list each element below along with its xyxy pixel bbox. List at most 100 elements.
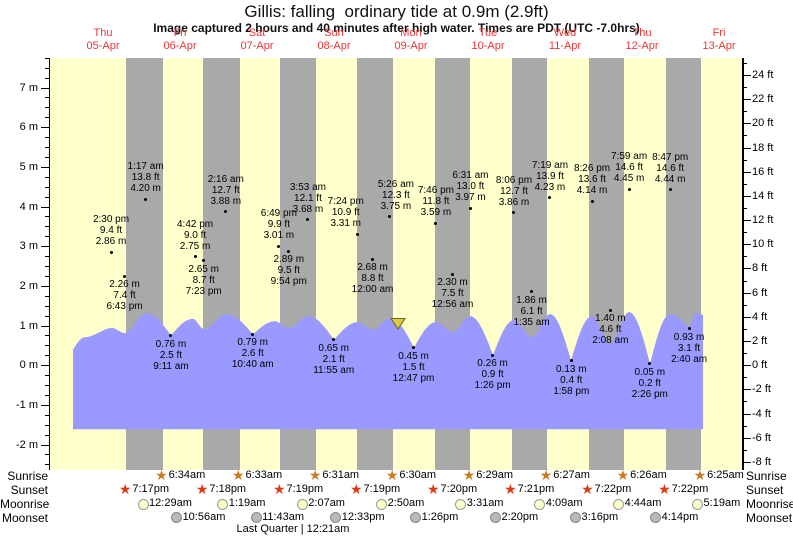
astro-time: 6:33am — [245, 469, 283, 481]
astro-time: 4:14pm — [661, 510, 699, 523]
y-axis-left-label: -1 m — [16, 398, 38, 411]
y-axis-left-label: 3 m — [19, 240, 38, 253]
astro-row-label-left: Sunrise — [7, 469, 48, 483]
y-axis-left-major-tick — [41, 444, 50, 446]
moonrise-circle — [613, 498, 625, 510]
y-axis-right-minor-tick — [743, 425, 747, 427]
astro-time: 2:50am — [387, 497, 425, 509]
astro-time: 6:34am — [168, 469, 206, 481]
y-axis-right-minor-tick — [743, 87, 747, 89]
sunrise-star: ★ — [385, 467, 399, 483]
y-axis-left-minor-tick — [45, 216, 50, 218]
tide-extreme-label: 1.40 m 4.6 ft 2:08 am — [592, 313, 629, 347]
y-axis-left-minor-tick — [45, 305, 50, 307]
sunrise-star: ★ — [539, 467, 553, 483]
tide-extreme-dot — [569, 359, 573, 363]
y-axis-left-minor-tick — [45, 186, 50, 188]
day-label: Mon 09-Apr — [394, 27, 428, 52]
moon-phase-note: Last Quarter | 12:21am — [236, 523, 350, 535]
sunset-star: ★ — [504, 481, 517, 497]
y-axis-right-major-tick — [743, 99, 751, 101]
day-label: Sun 08-Apr — [317, 27, 351, 52]
y-axis-left-major-tick — [41, 325, 50, 327]
sunrise-star: ★ — [232, 467, 245, 483]
y-axis-right-spine — [742, 58, 744, 470]
astro-time: 1:26pm — [421, 510, 459, 523]
astro-time: 7:19pm — [363, 483, 401, 495]
y-axis-left-minor-tick — [45, 464, 50, 466]
tide-extreme-dot — [332, 338, 336, 342]
y-axis-right-minor-tick — [743, 353, 747, 355]
tide-extreme-dot — [608, 308, 612, 312]
y-axis-left-minor-tick — [45, 156, 50, 158]
y-axis-left-minor-tick — [45, 414, 50, 416]
astro-time: 7:21pm — [517, 483, 555, 495]
tide-curve-area — [73, 312, 703, 430]
tide-extreme-label: 0.13 m 0.4 ft 1:58 pm — [553, 363, 590, 397]
astro-time: 6:30am — [399, 469, 437, 481]
y-axis-left-minor-tick — [45, 266, 50, 268]
tide-extreme-label: 8:26 pm 13.6 ft 4.14 m — [573, 163, 611, 197]
astro-time: 7:22pm — [594, 483, 632, 495]
y-axis-right-label: -2 ft — [752, 383, 771, 396]
sunset-star: ★ — [581, 481, 594, 497]
tide-extreme-dot — [109, 250, 113, 254]
tide-extreme-dot — [277, 244, 281, 248]
sunrise-star: ★ — [693, 467, 707, 483]
y-axis-left-minor-tick — [45, 385, 50, 387]
y-axis-right-label: 16 ft — [752, 165, 774, 178]
y-axis-right-major-tick — [743, 195, 751, 197]
tide-extreme-dot — [491, 353, 495, 357]
tide-extreme-label: 2.89 m 9.5 ft 9:54 pm — [270, 254, 307, 288]
astro-time: 7:19pm — [286, 483, 324, 495]
tide-extreme-label: 7:46 pm 11.8 ft 3.59 m — [417, 185, 454, 219]
y-axis-left-major-tick — [41, 365, 50, 367]
y-axis-right-minor-tick — [743, 401, 747, 403]
y-axis-left-minor-tick — [45, 236, 50, 238]
tide-extreme-label: 6:49 pm 9.9 ft 3.01 m — [260, 208, 297, 242]
y-axis-right-label: 6 ft — [752, 286, 768, 299]
y-axis-left-label: 5 m — [19, 160, 38, 173]
y-axis-right-minor-tick — [743, 62, 747, 64]
tide-extreme-label: 0.26 m 0.9 ft 1:26 pm — [474, 358, 511, 392]
y-axis-left-minor-tick — [45, 275, 50, 277]
y-axis-left-major-tick — [41, 206, 50, 208]
tide-extreme-dot — [224, 210, 228, 214]
astro-time: 6:27am — [553, 469, 590, 481]
tide-extreme-dot — [627, 187, 631, 191]
y-axis-left-minor-tick — [45, 394, 50, 396]
y-axis-left-label: 0 m — [19, 359, 38, 372]
y-axis-left-minor-tick — [45, 315, 50, 317]
tide-extreme-dot — [306, 218, 310, 222]
y-axis-left-major-tick — [41, 404, 50, 406]
y-axis-left-minor-tick — [45, 295, 50, 297]
tide-extreme-label: 1.86 m 6.1 ft 1:35 am — [513, 294, 550, 328]
tide-extreme-dot — [468, 206, 472, 210]
astro-time: 12:29am — [149, 497, 192, 509]
tide-extreme-dot — [202, 259, 206, 263]
y-axis-left-major-tick — [41, 87, 50, 89]
tide-extreme-dot — [668, 188, 672, 192]
y-axis-right-minor-tick — [743, 159, 747, 161]
astro-time: 6:31am — [322, 469, 360, 481]
y-axis-right-label: 24 ft — [752, 69, 774, 82]
astro-time: 7:20pm — [440, 483, 478, 495]
y-axis-right-minor-tick — [743, 449, 747, 451]
tide-extreme-label: 0.76 m 2.5 ft 9:11 am — [153, 338, 189, 372]
moonrise-circle — [692, 498, 704, 510]
y-axis-right-label: -6 ft — [752, 431, 771, 444]
y-axis-left-minor-tick — [45, 256, 50, 258]
y-axis-right-major-tick — [743, 292, 751, 294]
tide-extreme-dot — [434, 221, 438, 225]
y-axis-right-major-tick — [743, 461, 751, 463]
y-axis-left-minor-tick — [45, 176, 50, 178]
tide-extreme-label: 8:47 pm 14.6 ft 4.44 m — [652, 151, 689, 185]
y-axis-left-label: -2 m — [16, 438, 38, 451]
y-axis-right-label: 18 ft — [752, 141, 774, 154]
tide-extreme-label: 0.79 m 2.6 ft 10:40 am — [231, 337, 274, 371]
tide-extreme-dot — [450, 272, 454, 276]
tide-extreme-label: 1:17 am 13.8 ft 4.20 m — [127, 161, 164, 195]
y-axis-left-minor-tick — [45, 434, 50, 436]
y-axis-left-minor-tick — [45, 454, 50, 456]
y-axis-right-major-tick — [743, 171, 751, 173]
